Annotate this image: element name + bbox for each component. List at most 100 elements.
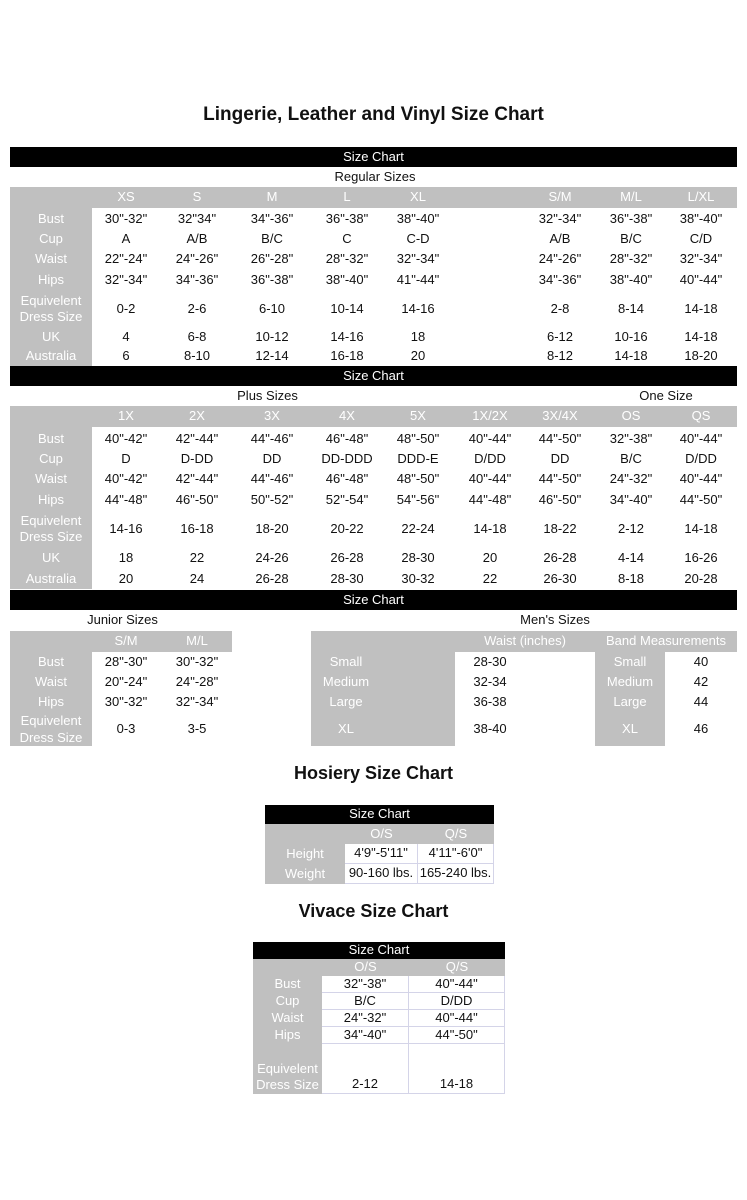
size-value: 28"-32"	[609, 251, 653, 267]
size-value: 18	[410, 328, 426, 344]
size-value: 22-24	[401, 520, 435, 536]
size-value: 18-22	[543, 520, 577, 536]
size-chart-bar: Size Chart	[10, 366, 737, 386]
size-value: C/D	[689, 230, 713, 246]
row-label: Equivelent Dress Size	[19, 713, 83, 745]
size-value: 14-18	[684, 300, 718, 316]
section-label: Plus Sizes	[237, 388, 298, 404]
size-value: 42"-44"	[175, 471, 219, 487]
size-value: 20-28	[684, 571, 718, 587]
size-value: 40"-44"	[468, 430, 512, 446]
row-label: Large	[329, 694, 363, 710]
size-value: 6	[122, 348, 130, 364]
row-label: Bust	[37, 430, 64, 446]
size-value: 30"-32"	[104, 694, 148, 710]
band-label: Small	[613, 653, 647, 669]
row-label-column	[265, 824, 345, 884]
row-label: Waist	[271, 1010, 304, 1026]
size-value: 40"-44"	[679, 430, 723, 446]
size-value: 34"-36"	[175, 271, 219, 287]
row-label: Small	[329, 653, 363, 669]
size-value: 36"-38"	[250, 271, 294, 287]
section-label: Regular Sizes	[334, 169, 416, 185]
size-value: 28"-30"	[104, 653, 148, 669]
row-label: Bust	[37, 653, 64, 669]
size-value: 165-240 lbs.	[418, 864, 494, 884]
column-header: 1X/2X	[472, 408, 508, 424]
size-value: 32"34"	[177, 210, 217, 226]
size-value: 32"-34"	[679, 251, 723, 267]
size-value: 34"-40"	[609, 491, 653, 507]
size-value: 38"-40"	[609, 271, 653, 287]
size-value: 30"-32"	[104, 210, 148, 226]
size-value: C-D	[406, 230, 430, 246]
band-value: 44	[693, 694, 709, 710]
size-value: 38"-40"	[679, 210, 723, 226]
size-value: 40"-42"	[104, 430, 148, 446]
size-value: 26-28	[330, 549, 364, 565]
row-label: Hips	[274, 1027, 301, 1043]
size-value: A	[121, 230, 131, 246]
size-value: 14-16	[330, 328, 364, 344]
column-header: S/M	[548, 189, 572, 205]
size-value: 24"-32"	[609, 471, 653, 487]
row-label: Waist	[34, 673, 68, 689]
size-value: 2-12	[617, 520, 645, 536]
size-value: 4	[122, 328, 130, 344]
column-header: XS	[117, 189, 135, 205]
column-header: S/M	[114, 633, 138, 649]
size-value: D/DD	[685, 450, 717, 466]
column-header: O/S	[354, 959, 377, 975]
size-value: 40"-42"	[104, 471, 148, 487]
band-label-column	[595, 631, 665, 746]
size-value: 40"-44"	[409, 1010, 505, 1027]
column-header: M/L	[186, 633, 208, 649]
size-value: 30"-32"	[175, 653, 219, 669]
size-value: 10-16	[614, 328, 648, 344]
column-header: O/S	[370, 825, 393, 841]
size-value: 32"-34"	[538, 210, 582, 226]
size-value: 14-18	[409, 1044, 505, 1094]
size-value: 44"-46"	[250, 471, 294, 487]
column-header: OS	[621, 408, 641, 424]
size-value: 4-14	[617, 549, 645, 565]
row-label: Equivelent Dress Size	[19, 292, 83, 324]
band-label: XL	[622, 721, 638, 737]
band-header: Band Measurements	[606, 633, 726, 649]
row-label: Waist	[34, 251, 68, 267]
size-value: 44"-50"	[538, 471, 582, 487]
row-label: Medium	[322, 673, 370, 689]
size-value: 41"-44"	[396, 271, 440, 287]
size-value: 2-8	[550, 300, 570, 316]
size-value: 50"-52"	[250, 491, 294, 507]
size-value: 20"-24"	[104, 673, 148, 689]
size-value: 2-6	[187, 300, 207, 316]
size-value: 36"-38"	[325, 210, 369, 226]
size-value: 14-16	[109, 520, 143, 536]
row-label: Equivelent Dress Size	[256, 1060, 319, 1092]
column-header: Q/S	[444, 825, 468, 841]
size-value: 20-22	[330, 520, 364, 536]
waist-value: 36-38	[473, 694, 507, 710]
size-value: 24	[189, 571, 205, 587]
hosiery-title: Hosiery Size Chart	[293, 763, 454, 783]
size-value: 4'11"-6'0"	[418, 844, 494, 864]
row-label: Hips	[37, 491, 64, 507]
row-label: Weight	[284, 865, 326, 881]
size-value: DD	[262, 450, 282, 466]
column-header: QS	[691, 408, 711, 424]
size-value: 44"-48"	[104, 491, 148, 507]
size-value: 46"-48"	[325, 430, 369, 446]
column-header: M	[266, 189, 278, 205]
column-header: L	[343, 189, 351, 205]
size-chart-bar: Size Chart	[10, 590, 737, 610]
size-value: 14-16	[401, 300, 435, 316]
size-value: B/C	[322, 993, 409, 1010]
size-value: D/DD	[474, 450, 506, 466]
size-value: 44"-48"	[468, 491, 512, 507]
size-value: 26"-28"	[250, 251, 294, 267]
size-value: 0-2	[116, 300, 136, 316]
band-label: Medium	[606, 673, 654, 689]
size-value: 54"-56"	[396, 491, 440, 507]
size-value: 32"-34"	[104, 271, 148, 287]
